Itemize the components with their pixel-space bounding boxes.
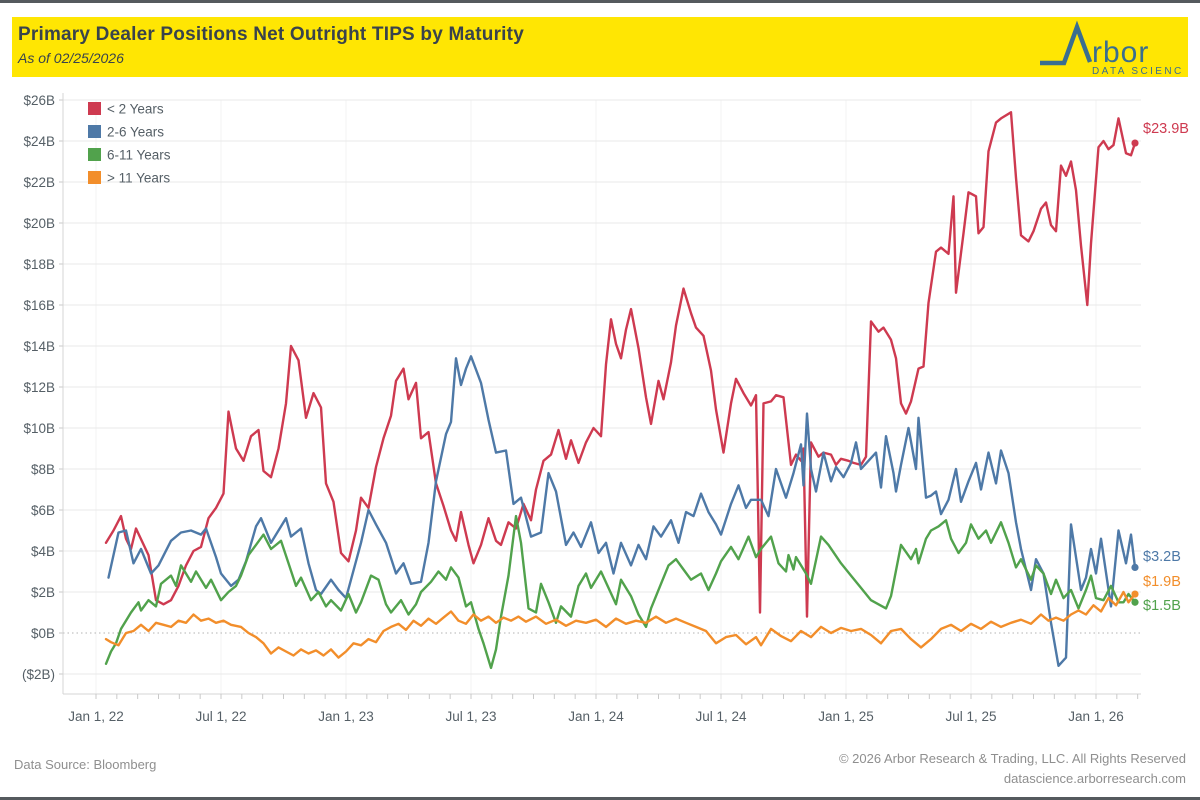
series-end-label: $1.5B <box>1143 598 1181 614</box>
x-axis-label: Jul 1, 24 <box>695 709 747 724</box>
y-axis-label: $14B <box>23 339 55 354</box>
logo-sub-text: DATA SCIENCE <box>1092 66 1184 75</box>
y-axis-label: $24B <box>23 134 55 149</box>
legend-swatch <box>88 102 101 115</box>
logo-brand-text: rbor <box>1092 36 1149 69</box>
as-of-date: As of 02/25/2026 <box>18 50 124 66</box>
y-axis-label: $6B <box>31 503 55 518</box>
y-axis-label: $26B <box>23 93 55 108</box>
legend-item--11-years[interactable]: > 11 Years <box>88 171 170 186</box>
x-axis-label: Jan 1, 23 <box>318 709 374 724</box>
series-end-label: $1.9B <box>1143 574 1181 590</box>
footer-right: © 2026 Arbor Research & Trading, LLC. Al… <box>839 749 1186 789</box>
y-axis-label: $10B <box>23 421 55 436</box>
x-axis-label: Jan 1, 26 <box>1068 709 1124 724</box>
x-axis-label: Jul 1, 23 <box>445 709 496 724</box>
arbor-mountain-icon <box>1040 20 1093 66</box>
arbor-logo: rbor DATA SCIENCE <box>1034 19 1190 77</box>
series-end-marker <box>1131 563 1139 572</box>
page-title: Primary Dealer Positions Net Outright TI… <box>18 24 524 45</box>
header-band: Primary Dealer Positions Net Outright TI… <box>12 17 1190 77</box>
series-end-marker <box>1131 139 1139 147</box>
y-axis-label: $16B <box>23 298 55 313</box>
series-line-6-11-years <box>104 514 1137 670</box>
legend-label: 6-11 Years <box>107 148 171 163</box>
legend-swatch <box>88 125 101 138</box>
x-axis-label: Jul 1, 25 <box>945 709 996 724</box>
series-line--2-years <box>104 111 1137 618</box>
y-axis-label: $12B <box>23 380 55 395</box>
legend-item--2-years[interactable]: < 2 Years <box>88 102 164 117</box>
y-axis-label: $0B <box>31 626 55 641</box>
series-line--11-years <box>104 590 1137 659</box>
legend-swatch <box>88 148 101 161</box>
website-link[interactable]: datascience.arborresearch.com <box>1003 771 1186 786</box>
legend-swatch <box>88 171 101 184</box>
x-axis-label: Jul 1, 22 <box>195 709 246 724</box>
legend-label: < 2 Years <box>107 102 164 117</box>
legend-label: > 11 Years <box>107 171 170 186</box>
legend-item-2-6-years[interactable]: 2-6 Years <box>88 125 164 140</box>
series-line-2-6-years <box>107 355 1137 667</box>
series-end-marker <box>1131 598 1139 606</box>
y-axis-label: $4B <box>31 544 55 559</box>
series-end-marker <box>1131 590 1139 598</box>
x-axis-label: Jan 1, 25 <box>818 709 874 724</box>
y-axis-label: $8B <box>31 462 55 477</box>
y-axis-label: ($2B) <box>22 667 55 682</box>
series-end-label: $3.2B <box>1143 549 1181 565</box>
legend-item-6-11-years[interactable]: 6-11 Years <box>88 148 171 163</box>
y-axis-label: $18B <box>23 257 55 272</box>
series-end-label: $23.9B <box>1143 121 1189 137</box>
tips-positions-line-chart: $26B $24B $22B $20B $18B $16B $14B $12B $10B $8B $… <box>22 93 1189 724</box>
x-axis-label: Jan 1, 22 <box>68 709 124 724</box>
copyright-note: © 2026 Arbor Research & Trading, LLC. Al… <box>838 751 1186 766</box>
y-axis-label: $22B <box>23 175 55 190</box>
legend-label: 2-6 Years <box>107 125 164 140</box>
data-source-note: Data Source: Bloomberg <box>14 757 157 772</box>
x-axis-label: Jan 1, 24 <box>568 709 624 724</box>
y-axis-label: $2B <box>31 585 55 600</box>
y-axis-label: $20B <box>23 216 55 231</box>
